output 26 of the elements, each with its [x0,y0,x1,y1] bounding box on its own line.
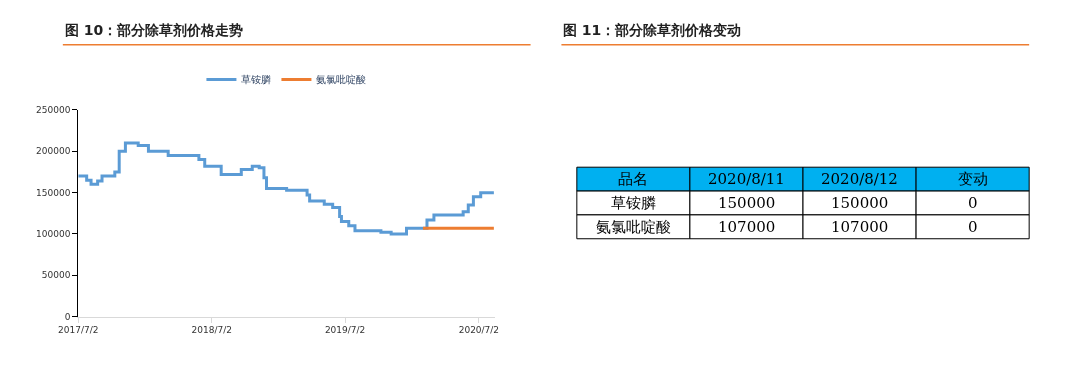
y-tick-label: 50000 [41,270,71,281]
x-tick-label: 2017/7/2 [58,325,99,336]
category-label: 2020/8/12 [821,170,898,188]
text: 图 11：部分除草剂价格变动 [563,22,742,38]
text: 150000 [831,194,889,212]
x-tick-label: 2020/7/2 [458,325,500,336]
chart-title: 图 10：部分除草剂价格走势 [65,22,244,38]
legend-label: 草铵膦 [241,74,272,86]
category-label: 2020/8/11 [708,170,785,188]
text: 107000 [831,218,889,236]
category-label: 氨氯吡啶酸 [596,218,671,236]
y-tick-label: 250000 [36,105,71,116]
y-tick-label: 200000 [36,146,71,157]
y-tick-label: 150000 [36,187,71,198]
text: 150000 [718,194,776,212]
x-tick-label: 2019/7/2 [324,325,366,336]
y-tick-label: 100000 [36,229,71,240]
text: 品名 [618,170,648,188]
text: 0 [968,218,978,236]
text: 0 [968,194,978,212]
legend-label: 氨氯吡啶酸 [316,74,367,86]
x-tick-label: 2018/7/2 [191,325,232,336]
y-tick-label: 0 [64,311,71,322]
text: 107000 [718,218,776,236]
category-label: 草铵膦 [611,194,656,212]
category-label: 变动 [958,170,988,188]
